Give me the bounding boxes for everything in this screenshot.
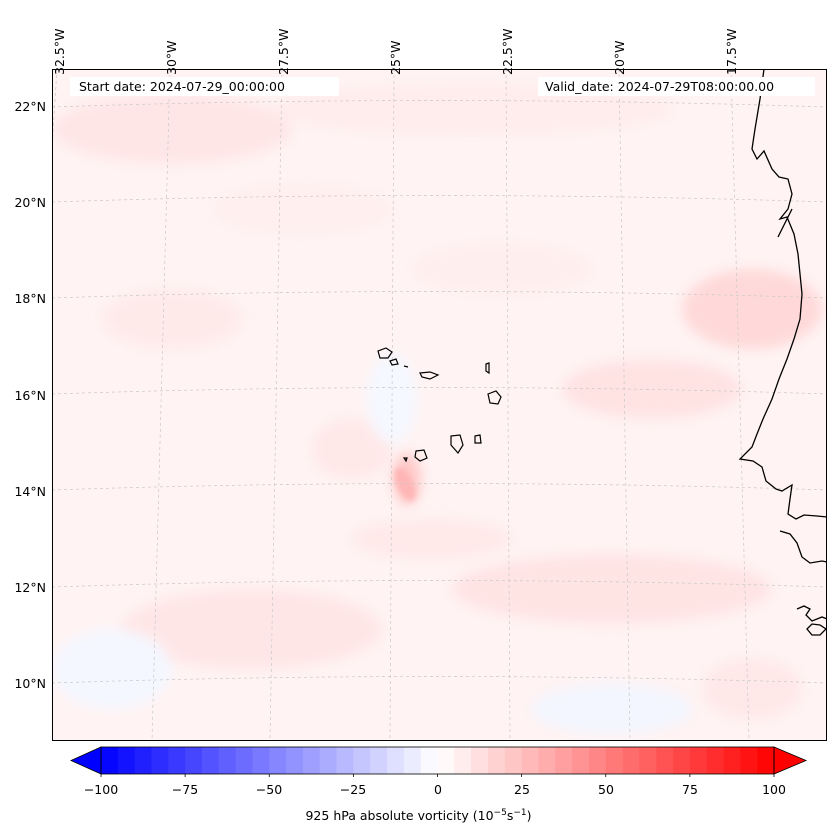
africa-coastline [738, 69, 827, 636]
colorbar-cell [723, 747, 741, 774]
colorbar-tick-label: 25 [514, 782, 530, 797]
colorbar-cell [740, 747, 758, 774]
colorbar-cell [201, 747, 220, 774]
colorbar-cell [134, 747, 152, 774]
colorbar-tick-label: 75 [682, 782, 698, 797]
colorbar-cell [437, 747, 455, 774]
colorbar-cell [454, 747, 472, 774]
lon-label-17-5w: 17.5°W [724, 28, 739, 75]
colorbar-tick-label: 100 [762, 782, 786, 797]
colorbar-tick-label: −75 [171, 782, 199, 797]
colorbar-cell [218, 747, 236, 774]
lat-label-10n: 10°N [14, 676, 46, 691]
colorbar-cell [504, 747, 523, 774]
colorbar-cell [471, 747, 489, 774]
lat-label-12n: 12°N [14, 580, 46, 595]
lat-label-16n: 16°N [14, 388, 46, 403]
colorbar-cell [117, 747, 136, 774]
colorbar-title: 925 hPa absolute vorticity (10−5s−1) [305, 808, 532, 824]
colorbar-cell [605, 747, 623, 774]
map-frame [52, 69, 827, 741]
colorbar-cell [235, 747, 253, 774]
cape-verde-islands [377, 347, 502, 463]
colorbar-cell [387, 747, 405, 774]
colorbar-cell [269, 747, 287, 774]
colorbar-cell [286, 747, 304, 774]
colorbar-extend-min [70, 746, 102, 775]
colorbar-cell [521, 747, 539, 774]
colorbar-cell [757, 747, 775, 774]
lon-label-22-5w: 22.5°W [500, 28, 515, 75]
colorbar-cell [588, 747, 607, 774]
colorbar-cell [656, 747, 674, 774]
graticule [52, 69, 827, 741]
colorbar-cell [151, 747, 169, 774]
colorbar-cell [572, 747, 590, 774]
colorbar-cell [319, 747, 337, 774]
colorbar-cell [673, 747, 691, 774]
map-panel [52, 69, 827, 741]
colorbar-cell [555, 747, 573, 774]
lon-label-30w: 30°W [164, 40, 179, 75]
colorbar-cell [639, 747, 657, 774]
lon-label-20w: 20°W [612, 40, 627, 75]
colorbar-cell [403, 747, 422, 774]
colorbar-cell [168, 747, 186, 774]
lon-label-32-5w: 32.5°W [52, 28, 67, 75]
colorbar-cell [302, 747, 321, 774]
colorbar-cell [336, 747, 354, 774]
valid-date-label: Valid_date: 2024-07-29T08:00:00.00 [538, 77, 815, 96]
colorbar-cell [185, 747, 203, 774]
lon-label-27-5w: 27.5°W [276, 28, 291, 75]
colorbar-tick-label: −100 [83, 782, 119, 797]
vorticity-maximum [394, 467, 416, 501]
lat-label-18n: 18°N [14, 291, 46, 306]
colorbar-cell [252, 747, 270, 774]
colorbar-tick-label: −25 [339, 782, 367, 797]
colorbar-cell [487, 747, 506, 774]
colorbar [70, 746, 808, 777]
colorbar-cell [689, 747, 708, 774]
lat-label-14n: 14°N [14, 484, 46, 499]
lat-label-22n: 22°N [14, 99, 46, 114]
colorbar-cell [538, 747, 556, 774]
colorbar-cell [101, 747, 119, 774]
colorbar-cell [353, 747, 371, 774]
colorbar-tick-marks [100, 774, 775, 777]
vorticity-field-patches [52, 84, 822, 734]
colorbar-cell [370, 747, 388, 774]
colorbar-cell [622, 747, 640, 774]
lon-label-25w: 25°W [388, 40, 403, 75]
lat-label-20n: 20°N [14, 195, 46, 210]
colorbar-extend-max [773, 746, 808, 775]
colorbar-cell [706, 747, 724, 774]
start-date-label: Start date: 2024-07-29_00:00:00 [70, 77, 339, 96]
colorbar-cell [420, 747, 438, 774]
colorbar-tick-label: 0 [434, 782, 442, 797]
colorbar-cells [101, 747, 775, 774]
colorbar-tick-label: −50 [255, 782, 283, 797]
colorbar-tick-label: 50 [598, 782, 614, 797]
